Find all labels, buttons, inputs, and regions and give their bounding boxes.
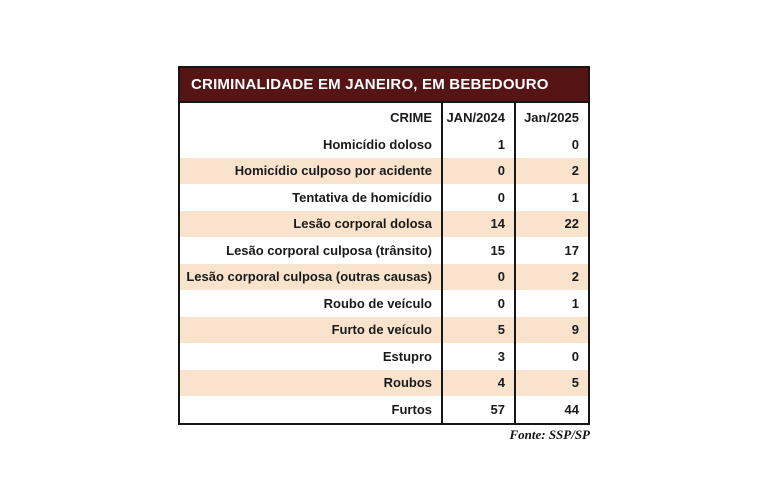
table-row: Lesão corporal culposa (outras causas) 0 2: [180, 263, 588, 290]
table-row: Furtos 57 44: [180, 396, 588, 423]
crime-label: Roubo de veículo: [323, 295, 432, 311]
value-cell: 57: [441, 396, 515, 423]
value-cell: 0: [441, 290, 515, 317]
crime-label: Homicídio culposo por acidente: [234, 163, 432, 179]
crime-label: Furtos: [391, 401, 432, 417]
value-cell: 9: [514, 316, 588, 343]
value-cell: 14: [441, 210, 515, 237]
table-row: Roubo de veículo 0 1: [180, 290, 588, 317]
source-note: Fonte: SSP/SP: [509, 427, 590, 442]
crime-label: Lesão corporal dolosa: [293, 216, 432, 232]
crime-label: Tentativa de homicídio: [292, 189, 432, 205]
crime-label: Homicídio doloso: [322, 136, 432, 152]
crime-label: Estupro: [382, 348, 432, 364]
value-cell: 5: [514, 369, 588, 396]
column-header-crime: CRIME: [390, 109, 432, 125]
value-cell: 2: [514, 157, 588, 184]
value-cell: 1: [514, 184, 588, 211]
value-cell: 0: [441, 157, 515, 184]
table-row: Homicídio culposo por acidente 0 2: [180, 157, 588, 184]
value-cell: 1: [514, 290, 588, 317]
crime-table: CRIMINALIDADE EM JANEIRO, EM BEBEDOURO C…: [178, 66, 590, 425]
table-row: Homicídio doloso 1 0: [180, 131, 588, 158]
table-row: Estupro 3 0: [180, 343, 588, 370]
header-row: CRIME JAN/2024 Jan/2025: [180, 103, 588, 131]
value-cell: 3: [441, 343, 515, 370]
table-row: Roubos 4 5: [180, 369, 588, 396]
value-cell: 15: [441, 237, 515, 264]
value-cell: 0: [514, 131, 588, 158]
crime-label: Lesão corporal culposa (trânsito): [226, 242, 432, 258]
crime-label: Lesão corporal culposa (outras causas): [186, 269, 432, 285]
table-body: Homicídio doloso 1 0 Homicídio culposo por …: [180, 131, 588, 423]
table-row: Lesão corporal culposa (trânsito) 15 17: [180, 237, 588, 264]
value-cell: 4: [441, 369, 515, 396]
table-title: CRIMINALIDADE EM JANEIRO, EM BEBEDOURO: [180, 68, 588, 103]
crime-label: Furto de veículo: [331, 322, 432, 338]
value-cell: 0: [514, 343, 588, 370]
column-header-jan2025: Jan/2025: [514, 103, 588, 131]
table-row: Furto de veículo 5 9: [180, 316, 588, 343]
column-header-jan2024: JAN/2024: [441, 103, 515, 131]
value-cell: 1: [441, 131, 515, 158]
crime-label: Roubos: [383, 375, 432, 391]
value-cell: 2: [514, 263, 588, 290]
value-cell: 17: [514, 237, 588, 264]
crime-stats-table: CRIME JAN/2024 Jan/2025 Homicídio doloso…: [180, 103, 588, 423]
value-cell: 0: [441, 263, 515, 290]
table-row: Lesão corporal dolosa 14 22: [180, 210, 588, 237]
value-cell: 22: [514, 210, 588, 237]
value-cell: 5: [441, 316, 515, 343]
table-row: Tentativa de homicídio 0 1: [180, 184, 588, 211]
value-cell: 0: [441, 184, 515, 211]
value-cell: 44: [514, 396, 588, 423]
